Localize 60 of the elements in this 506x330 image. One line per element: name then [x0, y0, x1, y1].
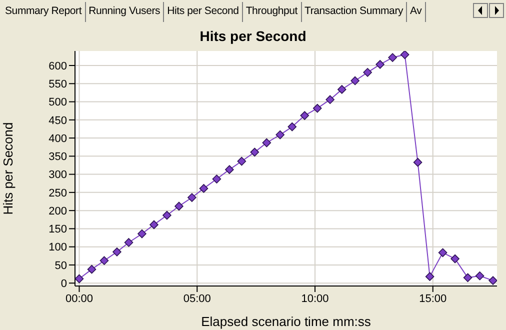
point [376, 60, 384, 69]
point [237, 156, 246, 166]
y-tick-label: 250 [48, 187, 67, 200]
y-tick-label: 450 [48, 114, 67, 127]
point [475, 271, 484, 280]
text: Hits per Second [164, 2, 243, 22]
point [112, 248, 122, 256]
text: Transaction Summary [302, 2, 408, 22]
point [188, 193, 196, 202]
point [174, 202, 184, 211]
chart-title: Hits per Second [198, 28, 308, 44]
y-tick-label: 150 [48, 224, 67, 236]
point [75, 274, 84, 284]
y-tick-label: 0 [60, 278, 67, 290]
point [276, 130, 285, 140]
point [138, 229, 146, 238]
text: Throughput [242, 2, 302, 22]
point [250, 148, 260, 157]
y-tick-label: 400 [48, 132, 67, 145]
y-tick-label: 500 [48, 96, 67, 109]
point [225, 165, 234, 174]
point [350, 76, 360, 86]
point [124, 238, 134, 247]
point [388, 53, 397, 62]
point [363, 68, 372, 77]
point [162, 210, 172, 220]
point [262, 138, 272, 148]
point [413, 158, 422, 167]
point [438, 248, 448, 258]
y-axis-title: Hits per Second [0, 122, 16, 215]
y-tick-label: 100 [48, 242, 67, 254]
point [199, 184, 208, 193]
y-tick-label: 550 [48, 78, 67, 91]
point [288, 122, 297, 132]
x-tick-label: 10:00 [301, 292, 329, 305]
x-axis-title: Elapsed scenario time mm:ss [201, 314, 372, 329]
point [100, 256, 109, 266]
point [326, 95, 334, 104]
point [488, 276, 497, 285]
point [450, 254, 460, 264]
y-tick-label: 300 [48, 169, 67, 182]
text: Summary Report [2, 2, 86, 22]
point [212, 174, 222, 184]
point [337, 85, 346, 94]
y-tick-label: 350 [48, 151, 67, 164]
x-tick-label: 05:00 [183, 292, 211, 305]
point [150, 220, 158, 230]
point [463, 273, 472, 282]
y-tick-label: 600 [48, 60, 67, 72]
y-tick-label: 200 [48, 205, 67, 218]
point [300, 111, 310, 120]
point [312, 104, 322, 113]
point [87, 264, 96, 274]
point [400, 51, 410, 60]
x-tick-label: 00:00 [65, 292, 94, 305]
text: Running Vusers [86, 2, 164, 22]
y-tick-label: 50 [54, 260, 67, 272]
point [425, 272, 434, 281]
text: Av [407, 2, 426, 22]
x-tick-label: 15:00 [419, 292, 447, 305]
